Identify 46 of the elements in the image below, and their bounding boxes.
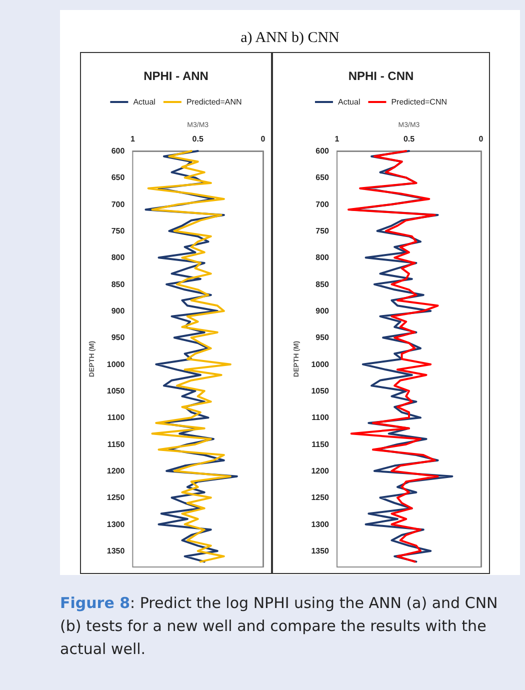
x-tick-label: 0.5 xyxy=(192,134,204,144)
y-tick-label: 1250 xyxy=(106,493,126,502)
y-tick-label: 650 xyxy=(316,173,330,182)
y-tick-label: 600 xyxy=(111,146,126,156)
y-tick-label: 1050 xyxy=(311,386,330,396)
y-tick-label: 1300 xyxy=(311,520,330,529)
y-tick-label: 950 xyxy=(111,333,126,342)
y-tick-label: 900 xyxy=(111,306,126,316)
y-tick-label: 1050 xyxy=(106,386,126,396)
y-tick-label: 1350 xyxy=(106,546,126,556)
x-tick-label: 0 xyxy=(260,134,266,144)
y-tick-label: 1000 xyxy=(106,360,126,369)
y-tick-label: 950 xyxy=(316,333,330,342)
x-tick-label: 1 xyxy=(334,134,340,144)
y-tick-label: 1000 xyxy=(311,360,330,369)
y-tick-label: 1200 xyxy=(106,466,126,476)
y-tick-label: 750 xyxy=(316,226,330,236)
legend-label: Predicted=CNN xyxy=(391,98,448,106)
y-tick-label: 1150 xyxy=(107,440,126,449)
legend-label: Actual xyxy=(133,98,156,106)
legend-label: Predicted=ANN xyxy=(186,98,242,106)
y-tick-label: 600 xyxy=(316,146,330,156)
chart-title: NPHI - ANN xyxy=(144,69,208,83)
y-tick-label: 1200 xyxy=(311,466,330,476)
y-tick-label: 1350 xyxy=(311,546,330,556)
y-tick-label: 900 xyxy=(316,306,330,316)
x-tick-label: 1 xyxy=(130,134,136,144)
chart-title: NPHI - CNN xyxy=(348,69,414,83)
legend-label: Actual xyxy=(338,98,360,106)
y-tick-label: 1100 xyxy=(312,413,330,422)
text: a) ANN b) CNN xyxy=(240,30,340,47)
y-tick-label: 1250 xyxy=(311,493,330,502)
y-tick-label: 700 xyxy=(111,200,126,209)
y-tick-label: 800 xyxy=(316,253,330,262)
y-tick-label: 850 xyxy=(316,280,330,289)
y-tick-label: 1100 xyxy=(107,413,126,422)
y-tick-label: 850 xyxy=(111,280,126,289)
caption: Figure 8: Predict the log NPHI using the ANN (a) and CNN (b) tests for a new well and compare the results with the actual well. xyxy=(60,593,499,660)
y-tick-label: 650 xyxy=(111,173,126,182)
y-tick-label: 750 xyxy=(111,226,126,236)
y-tick-label: 1150 xyxy=(312,440,330,449)
y-tick-label: 700 xyxy=(316,200,330,209)
x-tick-label: 0 xyxy=(478,134,484,144)
x-tick-label: 0.5 xyxy=(403,134,416,144)
y-tick-label: 1300 xyxy=(106,520,126,529)
y-tick-label: 800 xyxy=(111,253,126,262)
